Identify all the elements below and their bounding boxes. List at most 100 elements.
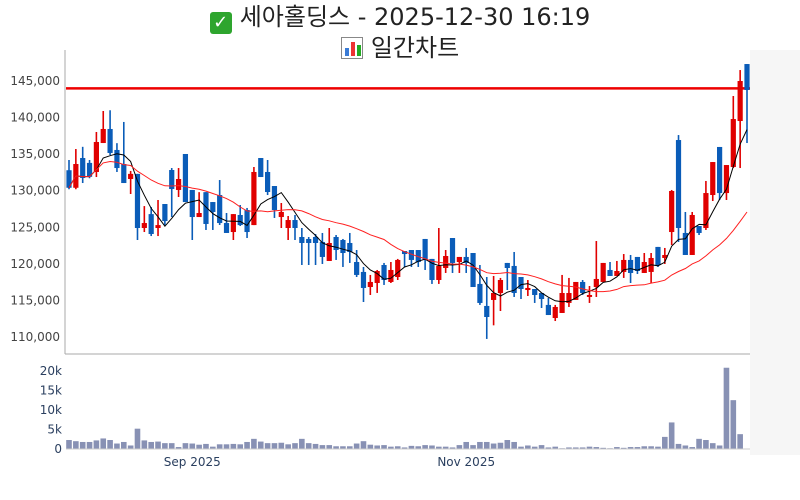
candle-body (538, 293, 545, 300)
candle-body (93, 141, 99, 172)
candle (696, 226, 702, 236)
volume-bar (572, 447, 579, 449)
candle (682, 211, 688, 255)
candle (648, 253, 654, 283)
candle-body (162, 204, 168, 222)
candle-body (401, 251, 408, 255)
volume-bar (189, 443, 196, 449)
volume-bar (531, 446, 538, 449)
volume-bar (148, 441, 154, 449)
candle-body (347, 242, 353, 252)
candle-body (552, 306, 558, 319)
volume-bar (210, 446, 216, 449)
volume-bar (285, 444, 291, 449)
volume-bar (408, 445, 415, 449)
candle (244, 207, 250, 239)
candle (484, 276, 490, 339)
candle (538, 293, 545, 309)
candle (148, 207, 154, 237)
candle (182, 153, 189, 203)
volume-bar (401, 447, 408, 449)
candle-body (415, 250, 421, 263)
candle-body (491, 293, 497, 300)
volume-bar (429, 445, 435, 449)
candle (470, 253, 476, 288)
volume-bar (415, 446, 422, 449)
volume-bar (162, 443, 168, 449)
candle (107, 110, 113, 156)
candle-body (621, 259, 627, 272)
candle (436, 227, 442, 284)
candle (367, 274, 373, 295)
candle-body (723, 165, 730, 194)
volume-bar (381, 445, 387, 449)
chart-title-text: 세아홀딩스 - 2025-12-30 16:19 (239, 3, 591, 31)
candle-body (230, 214, 236, 233)
candle-body (100, 128, 106, 144)
price-panel (66, 64, 750, 339)
volume-bar (312, 443, 319, 449)
candle (66, 159, 72, 190)
candle (559, 274, 565, 313)
volume-bar (511, 441, 517, 449)
candle-body (518, 276, 524, 289)
candle-body (210, 202, 216, 212)
price-tick-label: 120,000 (10, 257, 60, 271)
candle (723, 165, 730, 200)
volume-bar (175, 447, 182, 449)
candle (422, 238, 428, 270)
volume-panel (66, 367, 750, 450)
candle (573, 281, 579, 300)
candle-body (196, 213, 202, 218)
candle-body (710, 162, 716, 196)
volume-bar (709, 443, 716, 449)
price-tick-label: 145,000 (10, 74, 60, 88)
candle (306, 236, 312, 266)
candle-body (422, 238, 428, 260)
volume-tick-label: 10k (40, 403, 62, 417)
volume-bar (442, 446, 449, 449)
candle-body (381, 265, 387, 280)
volume-bar (648, 446, 654, 449)
candle-body (497, 279, 504, 294)
volume-bar (367, 444, 374, 449)
candle (86, 159, 93, 179)
candle (230, 214, 236, 240)
chart-subtitle-text: 일간차트 (370, 34, 460, 62)
candle (360, 266, 367, 303)
candle (292, 214, 298, 240)
candle-body (477, 283, 483, 303)
chart-title: ✓ 세아홀딩스 - 2025-12-30 16:19 (0, 2, 800, 34)
volume-bar (388, 446, 394, 449)
candle (552, 304, 558, 322)
candle (689, 211, 695, 255)
volume-bar (251, 438, 257, 449)
volume-bar (552, 446, 559, 449)
candle-body (627, 259, 634, 273)
candle (497, 277, 504, 311)
candle-body (169, 170, 175, 190)
volume-bar (120, 441, 127, 449)
volume-bar (127, 445, 134, 449)
volume-bar (456, 445, 463, 449)
candle (401, 251, 408, 267)
candle-body (354, 262, 360, 275)
candle (73, 149, 79, 190)
candle (443, 250, 449, 273)
volume-bar (586, 446, 593, 449)
candle-body (182, 153, 189, 203)
candle-body (573, 281, 579, 300)
candle (196, 192, 202, 218)
candle-body (484, 305, 490, 317)
candle-body (258, 158, 264, 178)
candle-body (456, 256, 462, 263)
volume-bar (141, 440, 148, 449)
candle-body (251, 171, 257, 226)
candle (511, 251, 517, 297)
candle (169, 168, 175, 218)
candle-body (121, 164, 127, 184)
volume-bar (79, 441, 86, 449)
candle (162, 204, 168, 226)
volume-bar (497, 442, 504, 449)
candle (265, 159, 271, 196)
